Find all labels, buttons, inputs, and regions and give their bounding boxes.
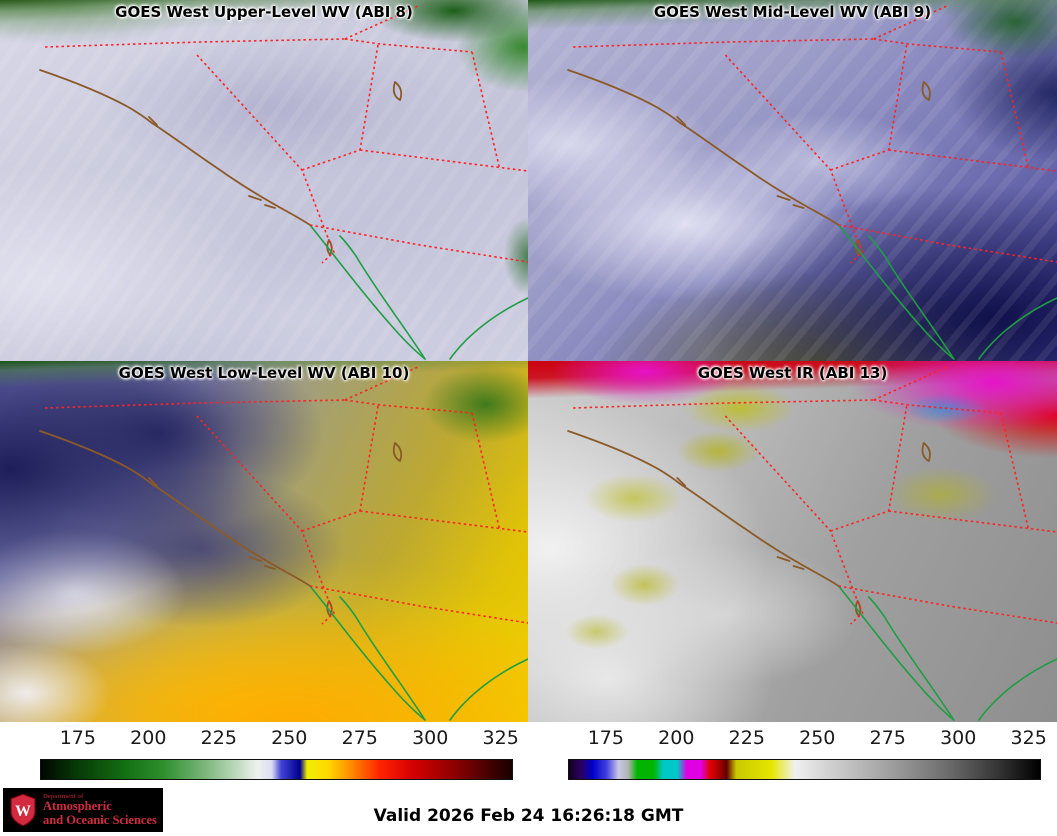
panel-upper-level-wv: GOES West Upper-Level WV (ABI 8) (0, 0, 528, 361)
tick-label: 325 (482, 727, 519, 749)
tick-label: 300 (940, 727, 977, 749)
tick-label: 200 (658, 727, 695, 749)
tick-label: 325 (1010, 727, 1047, 749)
map-boundaries-overlay (567, 5, 1057, 360)
tick-label: 250 (271, 727, 308, 749)
panel-title-mid-wv: GOES West Mid-Level WV (ABI 9) (653, 3, 932, 21)
map-boundaries-overlay (39, 366, 528, 721)
panel-title-ir: GOES West IR (ABI 13) (697, 364, 888, 382)
panel-low-level-wv: GOES West Low-Level WV (ABI 10) (0, 361, 528, 722)
crest-letter: W (15, 803, 31, 820)
ir-colorbar-ticks: 175 200 225 250 275 300 325 (568, 724, 1047, 754)
tick-label: 200 (130, 727, 167, 749)
ir-colorbar-gradient (568, 759, 1041, 780)
tick-label: 250 (799, 727, 836, 749)
tick-label: 300 (412, 727, 449, 749)
logo-department-line: Department of (43, 792, 84, 800)
tick-label: 275 (341, 727, 378, 749)
logo-line-2: and Oceanic Sciences (43, 812, 157, 827)
wv-colorbar: 175 200 225 250 275 300 325 (40, 724, 519, 786)
map-boundaries-overlay (567, 366, 1057, 721)
tick-label: 175 (587, 727, 624, 749)
panel-title-low-wv: GOES West Low-Level WV (ABI 10) (118, 364, 410, 382)
uw-aos-logo: W Department of Atmospheric and Oceanic … (3, 788, 163, 832)
valid-timestamp: Valid 2026 Feb 24 16:26:18 GMT (373, 806, 684, 826)
tick-label: 175 (59, 727, 96, 749)
wv-colorbar-gradient (40, 759, 513, 780)
uw-crest-icon: W (10, 793, 36, 827)
tick-label: 225 (728, 727, 765, 749)
tick-label: 275 (869, 727, 906, 749)
colorbar-row: 175 200 225 250 275 300 325 175 200 225 … (0, 722, 1057, 786)
panel-mid-level-wv: GOES West Mid-Level WV (ABI 9) (528, 0, 1057, 361)
wv-colorbar-ticks: 175 200 225 250 275 300 325 (40, 724, 519, 754)
footer: W Department of Atmospheric and Oceanic … (0, 786, 1057, 836)
panel-title-upper-wv: GOES West Upper-Level WV (ABI 8) (115, 3, 413, 21)
logo-line-1: Atmospheric (43, 799, 112, 813)
panel-grid: GOES West Upper-Level WV (ABI 8) GOES We… (0, 0, 1057, 722)
ir-colorbar: 175 200 225 250 275 300 325 (568, 724, 1047, 786)
logo-text: Department of Atmospheric and Oceanic Sc… (43, 793, 157, 827)
map-boundaries-overlay (39, 5, 528, 360)
tick-label: 225 (200, 727, 237, 749)
panel-ir: GOES West IR (ABI 13) (528, 361, 1057, 722)
